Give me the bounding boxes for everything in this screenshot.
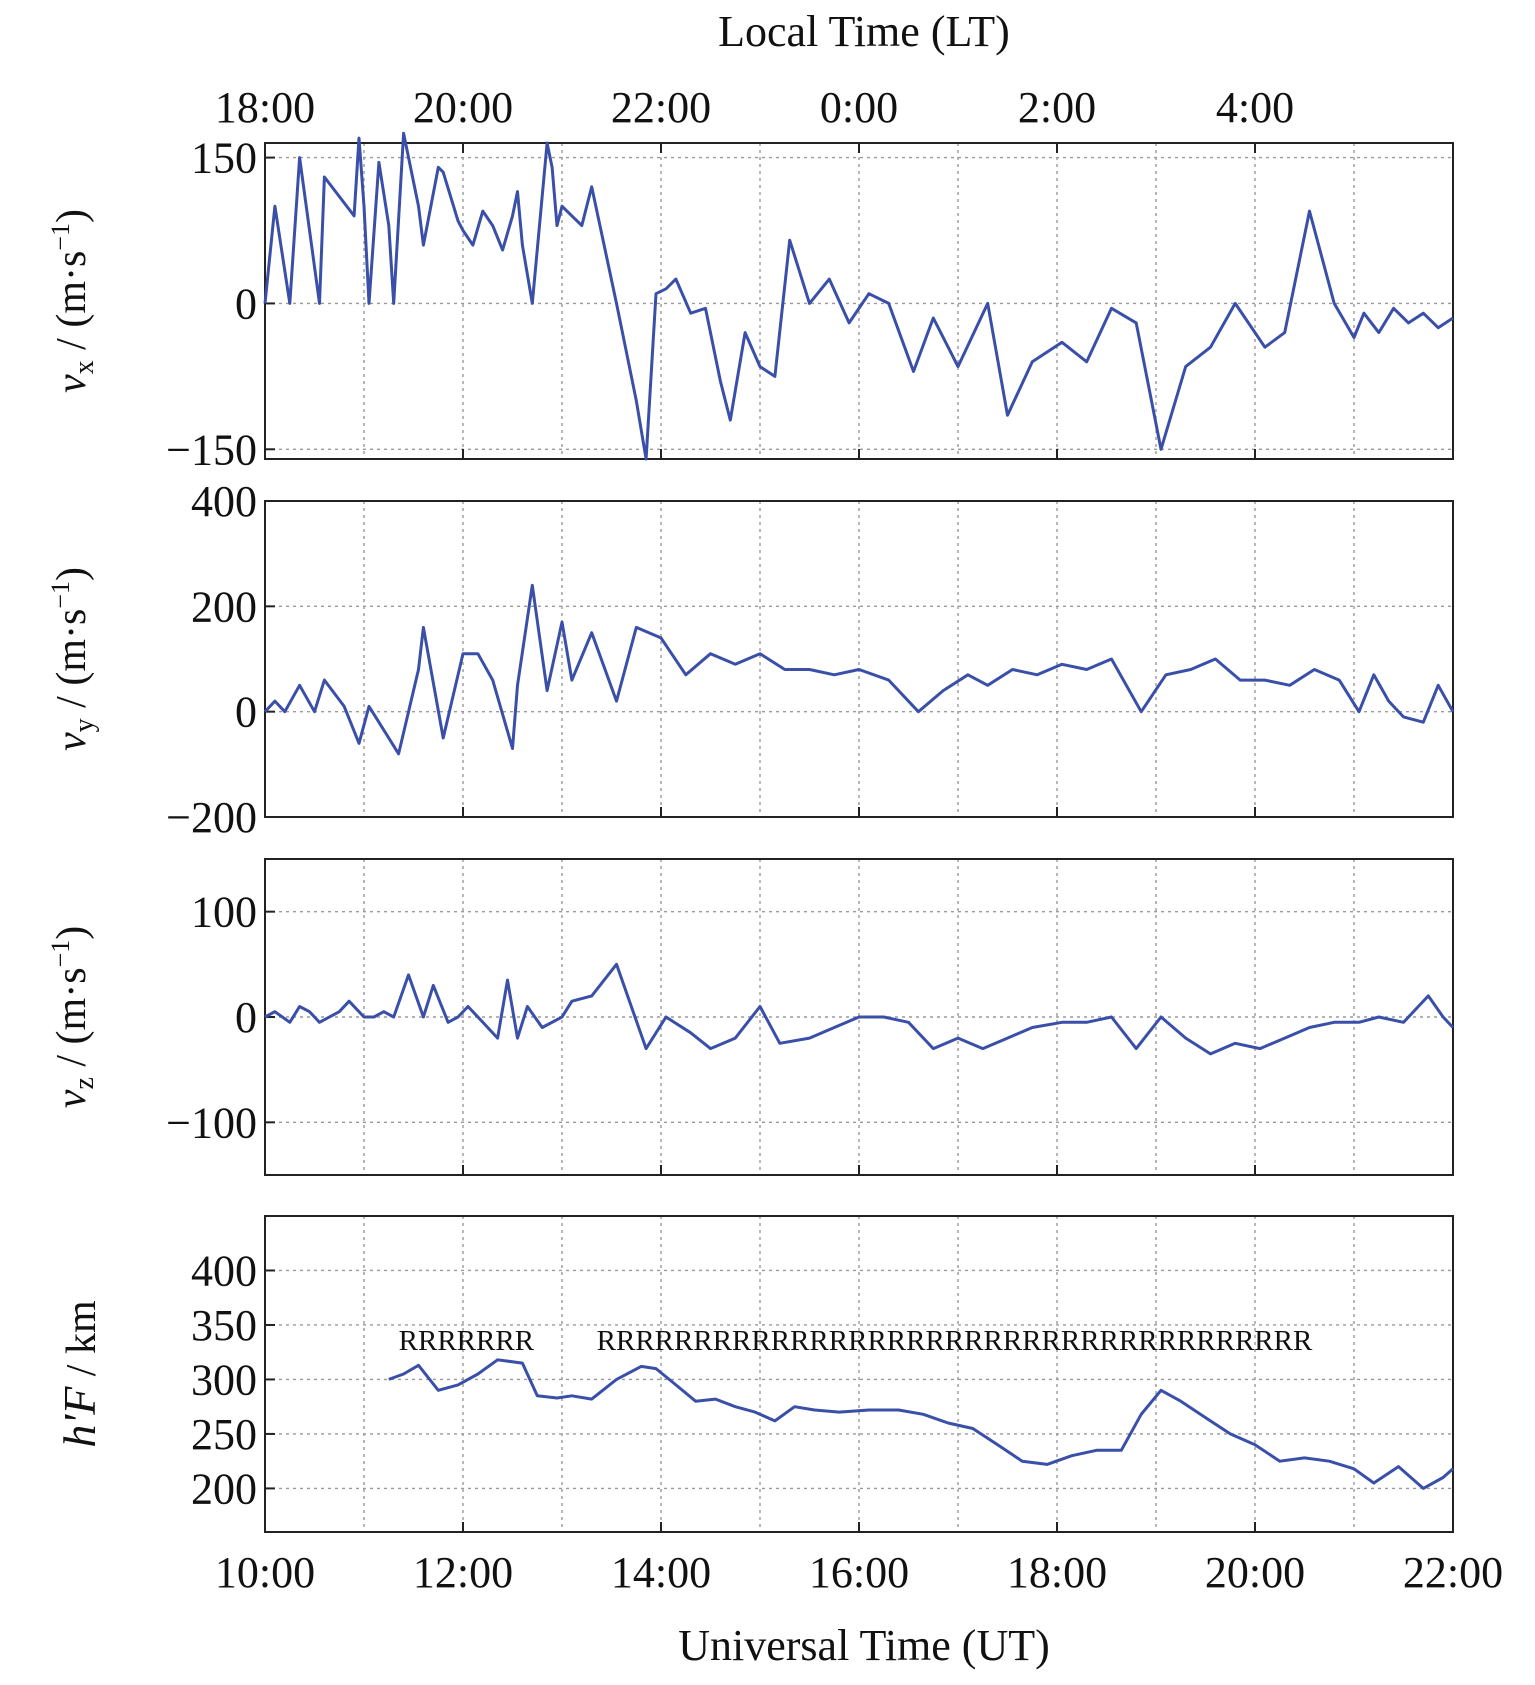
y-tick-label: 0 <box>235 993 257 1042</box>
panels-group: 150 0 −150 vx / (m·s−1) 400 200 0 −200 vy / (m·s… <box>46 83 1503 1597</box>
bottom-axis-title: Universal Time (UT) <box>678 1621 1050 1670</box>
series-line-3 <box>264 962 1455 1056</box>
top-x-tick-label: 0:00 <box>820 83 898 132</box>
y-tick-label: −150 <box>166 425 257 474</box>
y-tick-label: 0 <box>235 279 257 328</box>
top-x-tick-label: 22:00 <box>611 83 711 132</box>
y-tick-label: 200 <box>191 582 257 631</box>
x-tick-label: 14:00 <box>611 1548 711 1597</box>
y-tick-label: −100 <box>166 1098 257 1147</box>
y-tick-label: 150 <box>191 134 257 183</box>
y-axis-label: vy / (m·s−1) <box>46 567 100 751</box>
y-tick-label: 250 <box>191 1410 257 1459</box>
series-line-4 <box>388 1358 1454 1490</box>
y-tick-label: −200 <box>166 793 257 842</box>
x-tick-label: 20:00 <box>1205 1548 1305 1597</box>
top-axis-title: Local Time (LT) <box>718 7 1010 56</box>
panel-2: 400 200 0 −200 vy / (m·s−1) <box>46 477 1455 842</box>
top-x-tick-label: 4:00 <box>1216 83 1294 132</box>
panel-1: 150 0 −150 vx / (m·s−1) <box>46 131 1454 474</box>
x-tick-label: 18:00 <box>1007 1548 1107 1597</box>
y-axis-label: vz / (m·s−1) <box>46 926 100 1108</box>
y-tick-label: 0 <box>235 688 257 737</box>
top-x-tick-label: 2:00 <box>1018 83 1096 132</box>
top-x-tick-label: 20:00 <box>413 83 513 132</box>
series-line-1 <box>263 131 1454 461</box>
y-tick-label: 400 <box>191 477 257 526</box>
panel-3: 100 0 −100 vz / (m·s−1) <box>46 858 1455 1176</box>
x-tick-label: 16:00 <box>809 1548 909 1597</box>
y-tick-label: 350 <box>191 1301 257 1350</box>
y-tick-label: 200 <box>191 1464 257 1513</box>
y-axis-label: h'F / km <box>54 1300 105 1448</box>
panel-frame <box>264 1215 1454 1533</box>
x-tick-label: 12:00 <box>413 1548 513 1597</box>
panel-frame <box>264 500 1454 818</box>
x-tick-label: 10:00 <box>215 1548 315 1597</box>
y-tick-label: 400 <box>191 1246 257 1295</box>
r-annotation: RRRRRRRRRRRRRRRRRRRRRRRRRRRRRRRRRRRRR <box>597 1325 1313 1357</box>
r-annotation: RRRRRRR <box>399 1325 535 1357</box>
top-x-tick-label: 18:00 <box>215 83 315 132</box>
series-line-2 <box>263 583 1455 756</box>
y-axis-label: vx / (m·s−1) <box>46 209 100 393</box>
y-tick-label: 300 <box>191 1355 257 1404</box>
x-tick-label: 22:00 <box>1403 1548 1503 1597</box>
y-tick-label: 100 <box>191 888 257 937</box>
